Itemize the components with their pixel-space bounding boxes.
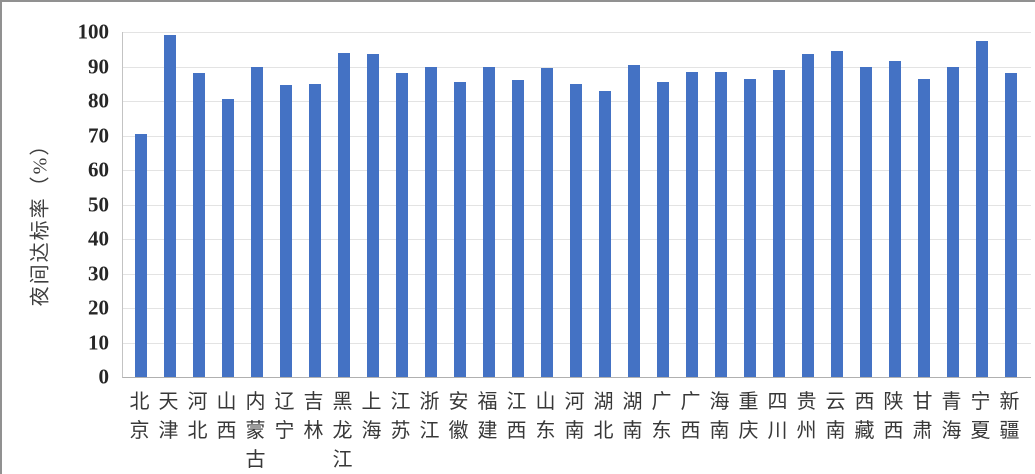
- bar-宁夏: [975, 40, 988, 377]
- x-tick-label-广东: 广 东: [651, 391, 672, 442]
- gridline-100: [123, 32, 1031, 33]
- bar-内蒙古: [250, 66, 263, 377]
- x-tick-label-陕西: 陕 西: [883, 391, 904, 442]
- bar-甘肃: [917, 78, 930, 377]
- bar-河南: [569, 83, 582, 377]
- bar-新疆: [1004, 73, 1017, 377]
- bar-山西: [221, 99, 234, 377]
- x-tick-label-黑龙江: 黑 龙 江: [332, 391, 353, 471]
- x-tick-label-福建: 福 建: [477, 391, 498, 442]
- bar-北京: [134, 133, 147, 377]
- x-tick-label-广西: 广 西: [680, 391, 701, 442]
- y-tick-label-80: 80: [88, 88, 109, 113]
- x-tick-label-辽宁: 辽 宁: [274, 391, 295, 442]
- y-tick-label-0: 0: [98, 364, 110, 389]
- x-tick-label-青海: 青 海: [941, 391, 962, 442]
- x-tick-label-内蒙古: 内 蒙 古: [245, 391, 266, 471]
- x-tick-label-四川: 四 川: [767, 391, 788, 442]
- bar-黑龙江: [337, 52, 350, 377]
- x-tick-label-山东: 山 东: [535, 391, 556, 442]
- bar-河北: [192, 73, 205, 377]
- bar-海南: [714, 71, 727, 377]
- x-tick-label-西藏: 西 藏: [854, 391, 875, 442]
- y-tick-label-10: 10: [88, 330, 109, 354]
- x-tick-label-贵州: 贵 州: [796, 391, 817, 442]
- y-tick-label-90: 90: [88, 54, 109, 78]
- bar-贵州: [801, 54, 814, 377]
- bar-江苏: [395, 73, 408, 377]
- bar-辽宁: [279, 85, 292, 377]
- bar-天津: [163, 35, 176, 377]
- y-tick-label-100: 100: [77, 19, 110, 44]
- x-axis-labels: 北 京天 津河 北山 西内 蒙 古辽 宁吉 林黑 龙 江上 海江 苏浙 江安 徽…: [122, 388, 1030, 474]
- plot-area: 0 10 20 30 40 50 60 70 80 90 100: [78, 21, 1031, 387]
- x-tick-label-吉林: 吉 林: [303, 391, 324, 442]
- bar-四川: [772, 69, 785, 377]
- x-tick-label-河南: 河 南: [564, 391, 585, 442]
- x-tick-label-天津: 天 津: [158, 391, 179, 442]
- bar-江西: [511, 80, 524, 377]
- bar-山东: [540, 68, 553, 377]
- bar-福建: [482, 66, 495, 377]
- bar-湖南: [627, 64, 640, 377]
- bar-广东: [656, 82, 669, 377]
- x-tick-label-江苏: 江 苏: [390, 391, 411, 442]
- x-tick-label-重庆: 重 庆: [738, 391, 759, 442]
- x-tick-label-浙江: 浙 江: [419, 391, 440, 442]
- x-tick-label-湖北: 湖 北: [593, 391, 614, 442]
- bar-安徽: [453, 82, 466, 377]
- x-tick-label-江西: 江 西: [506, 391, 527, 442]
- x-tick-label-河北: 河 北: [187, 391, 208, 442]
- bar-吉林: [308, 83, 321, 377]
- x-tick-label-安徽: 安 徽: [448, 391, 469, 442]
- y-tick-label-30: 30: [88, 261, 109, 285]
- y-tick-label-50: 50: [88, 192, 109, 216]
- y-tick-label-60: 60: [88, 157, 109, 182]
- x-tick-label-海南: 海 南: [709, 391, 730, 442]
- gridline-90: [123, 66, 1031, 68]
- bar-重庆: [743, 78, 756, 377]
- y-tick-label-70: 70: [88, 123, 109, 147]
- x-tick-label-湖南: 湖 南: [622, 391, 643, 442]
- y-tick-label-40: 40: [88, 226, 109, 251]
- x-tick-label-新疆: 新 疆: [999, 391, 1020, 442]
- bar-西藏: [859, 66, 872, 377]
- x-tick-label-上海: 上 海: [361, 391, 382, 442]
- x-tick-label-甘肃: 甘 肃: [912, 391, 933, 442]
- y-tick-label-20: 20: [88, 295, 109, 320]
- bar-陕西: [888, 61, 901, 377]
- bar-上海: [366, 54, 379, 377]
- x-tick-label-山西: 山 西: [216, 391, 237, 442]
- bar-云南: [830, 50, 843, 377]
- x-tick-label-北京: 北 京: [129, 391, 150, 442]
- bar-湖北: [598, 90, 611, 377]
- bar-青海: [946, 66, 959, 377]
- x-tick-label-云南: 云 南: [825, 391, 846, 442]
- x-tick-label-宁夏: 宁 夏: [970, 391, 991, 442]
- bar-浙江: [424, 66, 437, 377]
- bar-广西: [685, 71, 698, 377]
